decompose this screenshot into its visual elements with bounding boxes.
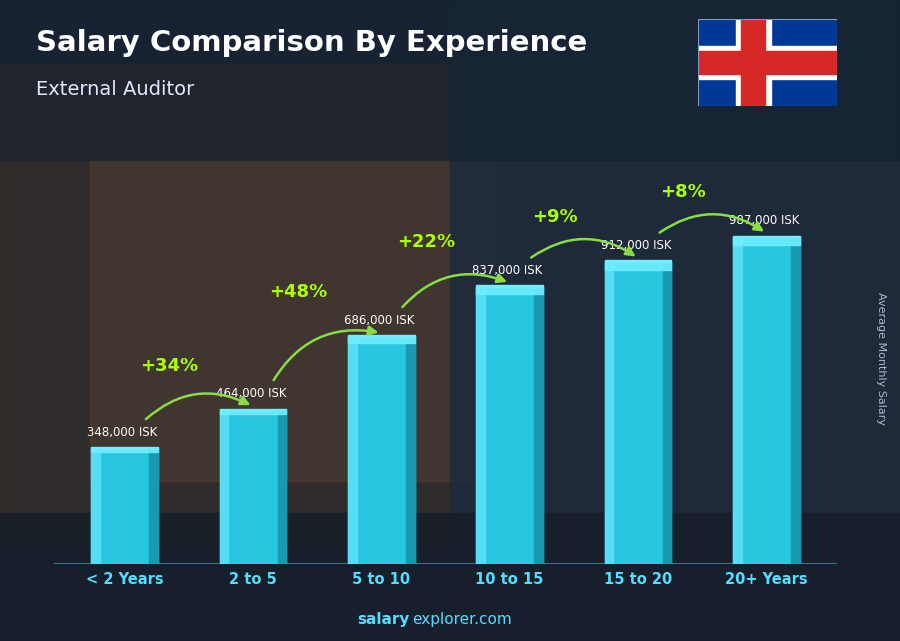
Bar bbox=[91, 449, 158, 452]
Bar bbox=[149, 449, 158, 564]
Bar bbox=[91, 447, 158, 449]
Text: External Auditor: External Auditor bbox=[36, 80, 194, 99]
Text: Salary Comparison By Experience: Salary Comparison By Experience bbox=[36, 29, 587, 57]
Text: 464,000 ISK: 464,000 ISK bbox=[216, 387, 286, 401]
Text: salary: salary bbox=[357, 612, 410, 627]
Text: 987,000 ISK: 987,000 ISK bbox=[729, 214, 799, 228]
Bar bbox=[733, 236, 800, 237]
Bar bbox=[91, 449, 100, 564]
Bar bbox=[0, 513, 900, 641]
Bar bbox=[220, 410, 229, 564]
Bar bbox=[220, 410, 286, 414]
Bar bbox=[791, 237, 800, 564]
Bar bbox=[0, 64, 450, 545]
Bar bbox=[735, 19, 771, 106]
Text: 348,000 ISK: 348,000 ISK bbox=[87, 426, 158, 439]
Bar bbox=[348, 337, 356, 564]
Bar bbox=[90, 160, 495, 481]
Bar bbox=[605, 260, 671, 262]
Bar bbox=[406, 337, 415, 564]
Bar bbox=[450, 0, 900, 641]
Bar bbox=[662, 262, 671, 564]
Bar bbox=[476, 287, 543, 294]
Bar bbox=[733, 237, 800, 564]
Text: 912,000 ISK: 912,000 ISK bbox=[601, 239, 671, 252]
Bar bbox=[476, 287, 485, 564]
Bar bbox=[605, 262, 613, 564]
Text: Average Monthly Salary: Average Monthly Salary bbox=[877, 292, 886, 426]
Bar bbox=[220, 410, 286, 564]
Text: 837,000 ISK: 837,000 ISK bbox=[472, 264, 543, 277]
Bar bbox=[698, 51, 837, 74]
Text: explorer.com: explorer.com bbox=[412, 612, 512, 627]
Text: +8%: +8% bbox=[660, 183, 706, 201]
Bar bbox=[476, 287, 543, 564]
Bar bbox=[278, 410, 286, 564]
Bar bbox=[605, 262, 671, 564]
Bar bbox=[605, 262, 671, 270]
Bar bbox=[91, 449, 158, 564]
Bar bbox=[733, 237, 742, 564]
Bar bbox=[733, 237, 800, 246]
Bar bbox=[348, 335, 415, 337]
Bar bbox=[348, 337, 415, 342]
Text: +34%: +34% bbox=[140, 356, 199, 374]
Bar bbox=[476, 285, 543, 287]
Bar bbox=[698, 46, 837, 79]
Bar bbox=[220, 409, 286, 410]
Bar bbox=[535, 287, 543, 564]
Bar bbox=[742, 19, 765, 106]
Bar bbox=[348, 337, 415, 564]
Text: +9%: +9% bbox=[532, 208, 578, 226]
Text: 686,000 ISK: 686,000 ISK bbox=[344, 314, 415, 327]
Bar bbox=[0, 0, 900, 160]
Text: +22%: +22% bbox=[397, 233, 455, 251]
Text: +48%: +48% bbox=[269, 283, 327, 301]
